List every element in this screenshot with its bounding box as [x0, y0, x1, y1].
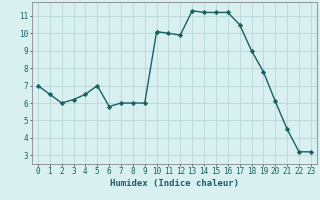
- X-axis label: Humidex (Indice chaleur): Humidex (Indice chaleur): [110, 179, 239, 188]
